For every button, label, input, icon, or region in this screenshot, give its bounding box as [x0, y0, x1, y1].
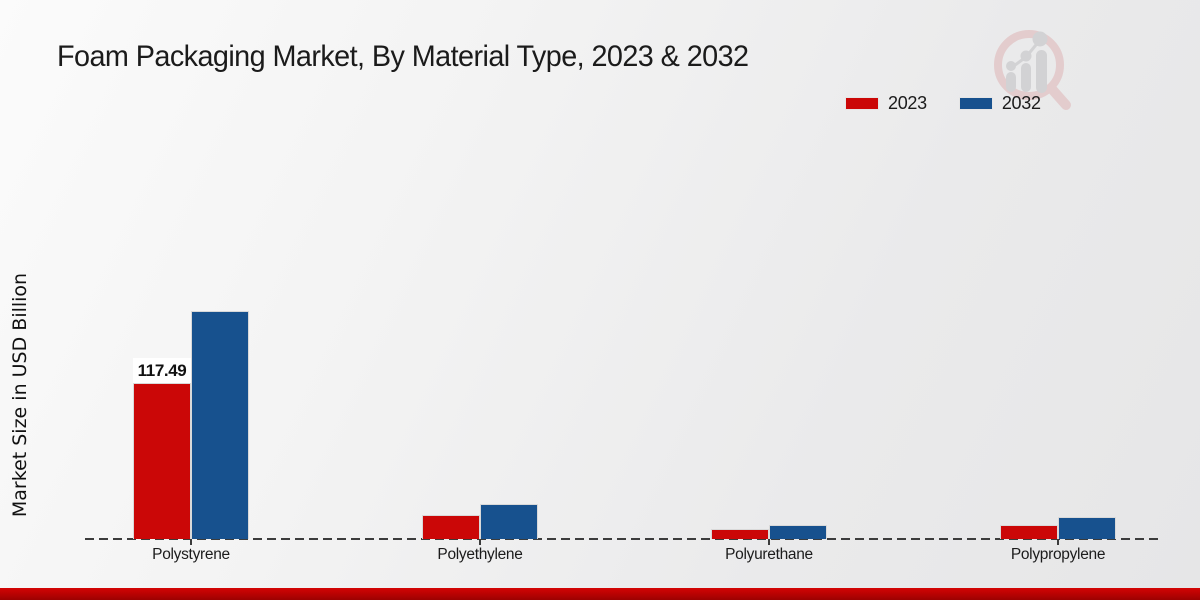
category-label-polystyrene: Polystyrene — [152, 546, 230, 563]
x-axis-tick-polypropylene — [1057, 539, 1059, 545]
category-label-polyethylene: Polyethylene — [437, 546, 523, 563]
bar-2032-polystyrene — [191, 311, 249, 539]
footer-accent-bar — [0, 588, 1200, 600]
bar-2032-polyethylene — [480, 504, 538, 539]
legend-label-2023: 2023 — [888, 93, 927, 113]
bar-2023-polypropylene — [1000, 525, 1058, 539]
magnifier-growth-chart-logo-icon — [994, 30, 1071, 110]
legend: 2023 2032 — [845, 93, 1041, 114]
bar-2023-polystyrene — [133, 383, 191, 539]
data-label-2023-polystyrene: 117.49 — [133, 358, 191, 383]
legend-item-2032: 2032 — [958, 93, 1041, 114]
x-axis-tick-polyethylene — [479, 539, 481, 545]
category-label-polypropylene: Polypropylene — [1010, 546, 1106, 563]
x-axis-tick-polyurethane — [768, 539, 770, 545]
bar-2032-polypropylene — [1058, 517, 1116, 539]
chart-title: Foam Packaging Market, By Material Type,… — [57, 40, 749, 73]
legend-item-2023: 2023 — [845, 93, 927, 114]
bar-2032-polyurethane — [769, 525, 827, 539]
bar-2023-polyethylene — [422, 515, 480, 539]
x-axis-tick-polystyrene — [190, 539, 192, 545]
legend-swatch-2023 — [845, 97, 879, 110]
x-axis-baseline — [85, 538, 1163, 540]
legend-swatch-2032 — [958, 97, 993, 110]
bar-2023-polyurethane — [711, 529, 769, 539]
category-label-polyurethane: Polyurethane — [725, 546, 813, 563]
legend-label-2032: 2032 — [1001, 93, 1041, 113]
